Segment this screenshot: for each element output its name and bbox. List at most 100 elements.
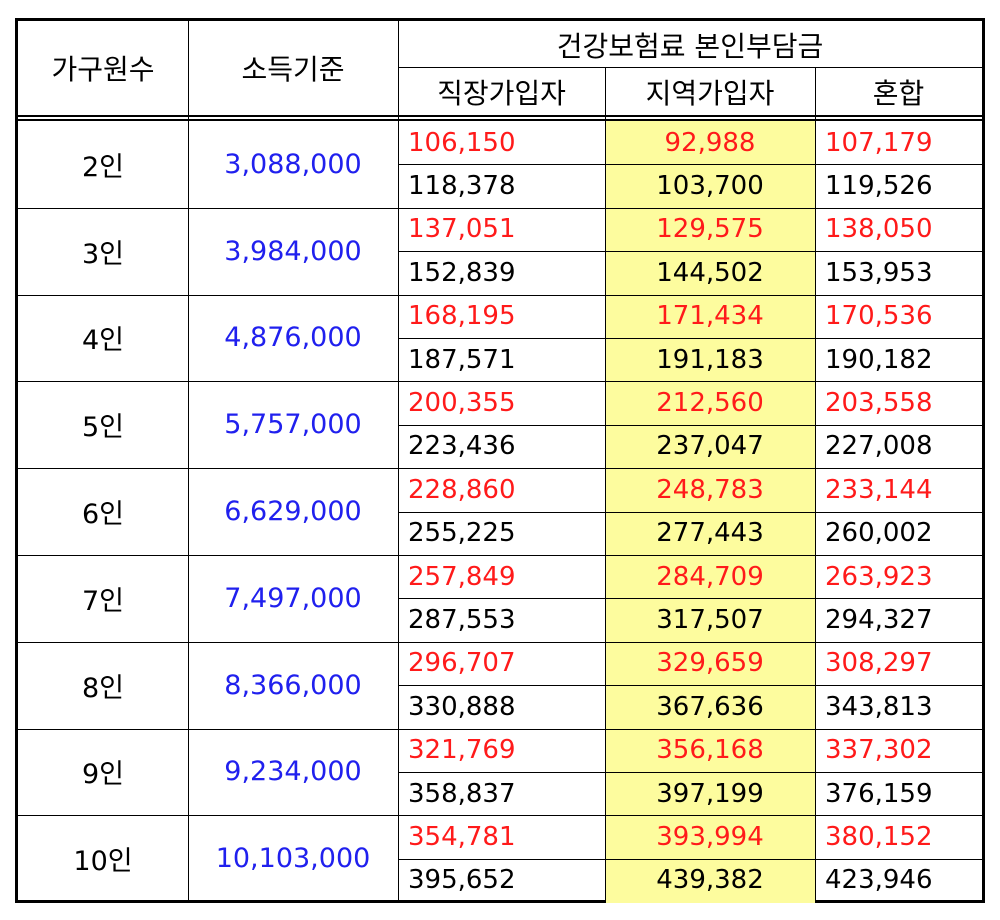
premium-value-bottom: 330,888 [408, 691, 516, 722]
premium-value-top: 329,659 [656, 648, 764, 679]
row-divider [18, 381, 982, 383]
subrow-divider [398, 164, 982, 166]
income-standard: 9,234,000 [224, 756, 362, 788]
premium-value-bottom: 103,700 [656, 171, 764, 202]
premium-value-bottom: 358,837 [408, 778, 516, 809]
row-divider [18, 207, 982, 209]
household-size: 7인 [81, 585, 125, 617]
premium-value-bottom: 376,159 [825, 778, 933, 809]
household-size: 10인 [73, 846, 133, 878]
col-divider-4 [815, 68, 816, 903]
premium-value-top: 393,994 [656, 822, 764, 853]
premium-value-bottom: 439,382 [656, 865, 764, 896]
premium-value-bottom: 190,182 [825, 344, 933, 375]
income-standard: 10,103,000 [215, 843, 371, 875]
income-standard: 3,984,000 [224, 235, 362, 267]
col-divider-1 [188, 21, 189, 903]
row-divider [18, 468, 982, 470]
household-size: 2인 [81, 151, 125, 183]
premium-value-top: 137,051 [408, 214, 516, 245]
premium-value-bottom: 317,507 [656, 605, 764, 636]
subrow-divider [398, 598, 982, 600]
subrow-divider [398, 424, 982, 426]
subrow-divider [398, 338, 982, 339]
premium-value-bottom: 395,652 [408, 865, 516, 896]
premium-value-top: 308,297 [825, 648, 933, 679]
premium-value-top: 170,536 [825, 301, 933, 332]
premium-value-bottom: 153,953 [825, 257, 933, 288]
premium-value-top: 212,560 [656, 388, 764, 419]
subrow-divider [398, 685, 982, 687]
premium-value-top: 129,575 [656, 214, 764, 245]
premium-value-bottom: 397,199 [656, 778, 764, 809]
premium-value-top: 284,709 [656, 561, 764, 592]
household-size: 9인 [81, 759, 125, 791]
premium-value-bottom: 294,327 [825, 605, 933, 636]
col-divider-2 [398, 21, 399, 903]
premium-value-bottom: 187,571 [408, 344, 516, 375]
premium-value-top: 203,558 [825, 388, 933, 419]
subrow-divider [398, 251, 982, 253]
premium-value-bottom: 367,636 [656, 691, 764, 722]
premium-value-top: 228,860 [408, 474, 516, 505]
header-household: 가구원수 [51, 53, 155, 86]
premium-value-bottom: 423,946 [825, 865, 933, 896]
header-mixed: 혼합 [872, 76, 925, 110]
row-divider [18, 641, 982, 643]
income-standard: 3,088,000 [224, 148, 362, 180]
premium-value-top: 356,168 [656, 735, 764, 766]
premium-value-top: 168,195 [408, 301, 516, 332]
header-regional: 지역가입자 [645, 76, 775, 110]
row-divider [18, 728, 982, 730]
premium-value-bottom: 255,225 [408, 518, 516, 549]
income-standard: 5,757,000 [224, 409, 362, 441]
premium-value-top: 107,179 [825, 127, 933, 158]
header-premium: 건강보험료 본인부담금 [556, 29, 824, 63]
premium-value-top: 138,050 [825, 214, 933, 245]
premium-value-bottom: 287,553 [408, 605, 516, 636]
premium-value-bottom: 237,047 [656, 431, 764, 462]
premium-value-bottom: 119,526 [825, 171, 933, 202]
premium-value-top: 257,849 [408, 561, 516, 592]
row-divider [18, 555, 982, 556]
premium-value-bottom: 144,502 [656, 257, 764, 288]
row-divider [18, 294, 982, 296]
col-divider-3 [605, 68, 606, 903]
premium-value-top: 321,769 [408, 735, 516, 766]
premium-value-top: 380,152 [825, 822, 933, 853]
premium-value-top: 92,988 [664, 127, 756, 158]
household-size: 5인 [81, 412, 125, 444]
premium-value-bottom: 223,436 [408, 431, 516, 462]
premium-value-bottom: 191,183 [656, 344, 764, 375]
premium-value-top: 337,302 [825, 735, 933, 766]
income-standard: 4,876,000 [224, 322, 362, 354]
premium-value-top: 200,355 [408, 388, 516, 419]
premium-value-bottom: 277,443 [656, 518, 764, 549]
income-standard: 8,366,000 [224, 669, 362, 701]
premium-value-top: 296,707 [408, 648, 516, 679]
income-standard: 6,629,000 [224, 496, 362, 528]
household-size: 4인 [81, 325, 125, 357]
premium-value-bottom: 343,813 [825, 691, 933, 722]
income-standard: 7,497,000 [224, 582, 362, 614]
premium-table: 가구원수 소득기준 건강보험료 본인부담금 직장가입자 지역가입자 혼합 2인 3… [15, 18, 985, 903]
premium-header-divider [398, 67, 982, 68]
household-size: 6인 [81, 499, 125, 531]
subrow-divider [398, 511, 982, 513]
header-income: 소득기준 [241, 53, 345, 86]
header-workplace: 직장가입자 [437, 76, 566, 110]
household-size: 3인 [81, 238, 125, 270]
premium-value-bottom: 260,002 [825, 518, 933, 549]
row-divider [18, 815, 982, 817]
subrow-divider [398, 858, 982, 860]
premium-value-top: 106,150 [408, 127, 516, 158]
premium-value-bottom: 152,839 [408, 257, 516, 288]
premium-value-top: 263,923 [825, 561, 933, 592]
premium-value-top: 354,781 [408, 822, 516, 853]
premium-value-top: 171,434 [656, 301, 764, 332]
premium-value-bottom: 227,008 [825, 431, 933, 462]
household-size: 8인 [81, 672, 125, 704]
premium-value-top: 233,144 [825, 474, 933, 505]
premium-value-bottom: 118,378 [408, 171, 516, 202]
header-divider [18, 115, 982, 121]
